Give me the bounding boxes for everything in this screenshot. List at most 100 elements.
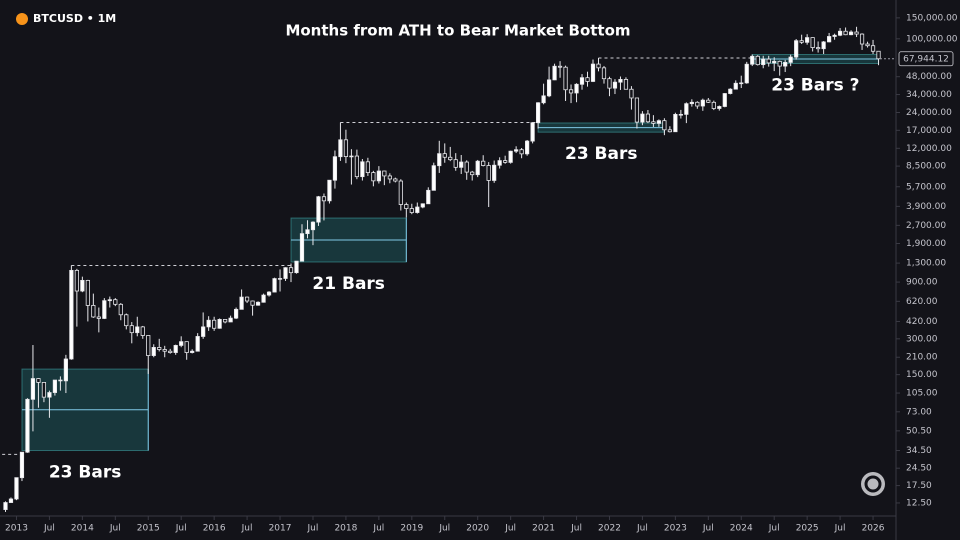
candle-body [354,155,360,178]
x-tick-label: 2014 [71,524,94,534]
candle-body [761,58,766,66]
candle-body [118,303,123,316]
x-tick-label: 2016 [203,524,226,534]
x-tick-label: Jul [636,524,648,534]
chart-title: Months from ATH to Bear Market Bottom [285,22,630,40]
candle-body [541,95,546,104]
candle-body [503,160,508,163]
watermark-logo [861,472,885,496]
candle-body [794,40,799,58]
candle-body [255,301,261,306]
y-tick-label: 105.00 [906,389,938,399]
y-tick-label: 620.00 [906,297,938,307]
x-tick-label: 2025 [796,524,819,534]
x-tick-label: 2020 [466,524,489,534]
candle-body [859,33,865,45]
candle-body [85,279,90,306]
candle-body [420,203,425,208]
y-tick-label: 210.00 [906,353,938,363]
candle-body [327,179,332,202]
y-tick-label: 900.00 [906,278,938,288]
candle-body [96,316,101,319]
candle-body [272,278,277,293]
candle-body [431,165,436,191]
candle-body [645,113,651,123]
y-tick-label: 5,700.00 [906,182,946,192]
candle-body [706,99,711,103]
candle-body [629,88,634,99]
x-tick-label: 2013 [5,524,28,534]
candle-body [574,83,579,94]
candle-body [711,101,716,109]
candle-body [772,60,777,64]
x-tick-label: 2023 [664,524,687,534]
candle-body [601,67,607,80]
candle-body [371,172,376,182]
candle-body [393,178,398,182]
candle-body [519,149,524,155]
candle-body [80,279,85,292]
candle-body [514,149,519,152]
candle-body [744,63,749,84]
candle-body [212,319,217,329]
candle-body [843,30,848,36]
x-tick-label: 2017 [269,524,292,534]
y-tick-label: 34,000.00 [906,90,952,100]
candle-body [821,41,826,50]
candle-body [305,229,310,235]
candle-body [816,47,821,50]
x-tick-label: 2026 [862,524,885,534]
candle-body [228,317,233,323]
candle-body [201,326,206,337]
candle-body [151,347,156,356]
candle-body [179,341,184,346]
candle-body [827,36,832,43]
y-tick-label: 100,000.00 [906,34,958,44]
candle-body [310,221,316,231]
candle-body [124,314,129,327]
candle-body [223,318,228,323]
y-tick-label: 12,000.00 [906,144,952,154]
candle-body [563,66,568,91]
candle-body [854,31,859,35]
y-tick-label: 150.00 [906,370,938,380]
candle-body [442,153,447,158]
candle-body [728,88,733,94]
candle-body [876,50,881,60]
y-tick-label: 48,000.00 [906,72,952,82]
y-tick-label: 17,000.00 [906,126,952,136]
y-tick-label: 12.50 [906,498,932,508]
candle-body [41,382,47,398]
candle-body [481,160,486,166]
candle-body [102,300,107,319]
x-tick-label: 2019 [400,524,423,534]
candle-body [173,345,178,353]
candle-body [590,63,596,82]
x-tick-label: 2024 [730,524,753,534]
candle-body [552,65,557,81]
candle-body [129,325,134,334]
y-tick-label: 300.00 [906,334,938,344]
candle-body [717,106,722,109]
candle-body [14,477,19,500]
candle-body [832,34,837,37]
candle-body [777,60,782,67]
candle-body [596,63,601,69]
candle-body [146,335,151,356]
candle-body [30,378,36,400]
candle-body [360,161,365,178]
candle-body [525,140,530,155]
candle-body [266,291,272,296]
candle-body [612,81,618,89]
symbol-icon [16,13,28,25]
candle-body [640,113,645,123]
candle-body [508,150,513,163]
x-tick-label: Jul [834,524,846,534]
candle-body [837,30,843,36]
y-tick-label: 420.00 [906,317,938,327]
y-tick-label: 17.50 [906,481,932,491]
candle-body [750,55,755,65]
candle-body [184,341,189,353]
candle-body [475,160,480,176]
candle-body [338,139,343,158]
